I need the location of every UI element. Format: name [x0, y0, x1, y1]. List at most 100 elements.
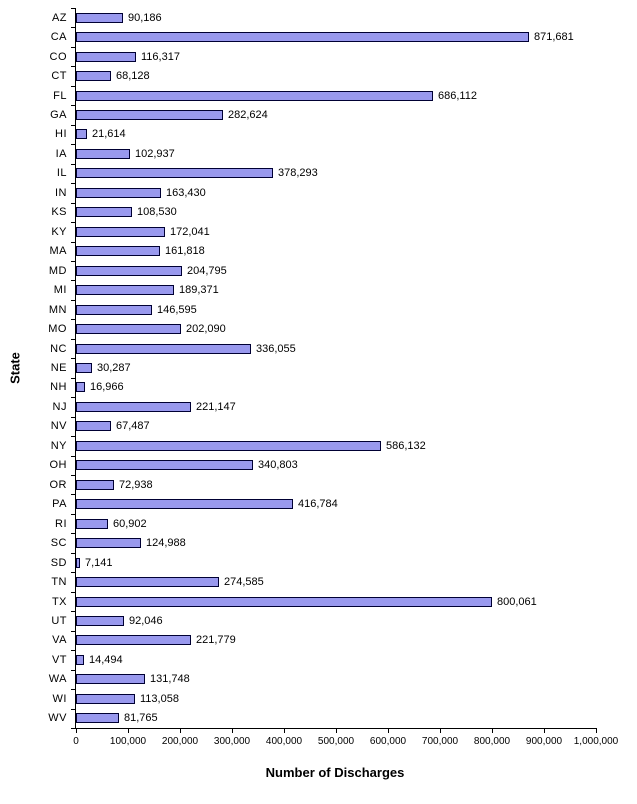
x-axis-tick: [440, 728, 441, 733]
value-label: 116,317: [141, 51, 180, 63]
bar: [76, 499, 293, 509]
state-label: TX: [51, 596, 67, 608]
state-label: WV: [48, 712, 67, 724]
value-label: 67,487: [116, 420, 150, 432]
y-axis-tick: [71, 728, 76, 729]
value-label: 686,112: [438, 90, 477, 102]
bar: [76, 129, 87, 139]
state-label: RI: [55, 518, 67, 530]
state-label: PA: [52, 498, 67, 510]
state-label: OR: [49, 479, 67, 491]
y-axis-tick: [71, 144, 76, 145]
state-label: MI: [53, 284, 67, 296]
bar: [76, 168, 273, 178]
value-label: 72,938: [119, 479, 153, 491]
state-label: OH: [49, 459, 67, 471]
y-axis-tick: [71, 164, 76, 165]
bar: [76, 188, 161, 198]
bar: [76, 52, 136, 62]
y-axis-tick: [71, 436, 76, 437]
x-axis-tick-label: 500,000: [317, 736, 355, 747]
bar: [76, 71, 111, 81]
y-axis-tick: [71, 397, 76, 398]
x-axis-tick: [492, 728, 493, 733]
bar: [76, 597, 492, 607]
state-label: GA: [50, 109, 67, 121]
bar: [76, 577, 219, 587]
y-axis-tick: [71, 280, 76, 281]
state-label: KS: [51, 206, 67, 218]
y-axis-tick: [71, 456, 76, 457]
bar: [76, 207, 132, 217]
y-axis-tick: [71, 319, 76, 320]
y-axis-tick: [71, 553, 76, 554]
bar: [76, 246, 160, 256]
bar: [76, 382, 85, 392]
y-axis-tick: [71, 183, 76, 184]
x-axis-tick: [128, 728, 129, 733]
state-label: IL: [56, 167, 67, 179]
x-axis-tick-label: 700,000: [421, 736, 459, 747]
y-axis-tick: [71, 261, 76, 262]
value-label: 124,988: [146, 537, 186, 549]
bar: [76, 91, 433, 101]
y-axis-title: State: [7, 352, 23, 384]
y-axis-tick: [71, 611, 76, 612]
bar: [76, 694, 135, 704]
y-axis-tick: [71, 475, 76, 476]
bar: [76, 285, 174, 295]
value-label: 189,371: [179, 284, 219, 296]
value-label: 21,614: [92, 128, 126, 140]
y-axis-tick: [71, 709, 76, 710]
y-axis-tick: [71, 47, 76, 48]
value-label: 340,803: [258, 459, 298, 471]
plot-area: AZ 90,186 CA 871,681 CO 116,317 CT 68,128 FL 686,…: [48, 8, 618, 747]
state-label: NH: [50, 381, 67, 393]
value-label: 221,779: [196, 634, 236, 646]
value-label: 81,765: [124, 712, 158, 724]
state-label: NV: [50, 420, 67, 432]
bar: [76, 32, 529, 42]
value-label: 60,902: [113, 518, 147, 530]
bar: [76, 674, 145, 684]
value-label: 90,186: [128, 12, 162, 24]
y-axis-tick: [71, 105, 76, 106]
value-label: 102,937: [135, 148, 175, 160]
state-label: IN: [55, 187, 67, 199]
y-axis-tick: [71, 125, 76, 126]
value-label: 108,530: [137, 206, 177, 218]
state-label: TN: [51, 576, 67, 588]
value-label: 172,041: [170, 226, 210, 238]
value-label: 378,293: [278, 167, 318, 179]
bar: [76, 363, 92, 373]
value-label: 68,128: [116, 70, 150, 82]
x-axis-tick: [232, 728, 233, 733]
value-label: 161,818: [165, 245, 205, 257]
bar: [76, 655, 84, 665]
state-label: VT: [51, 654, 67, 666]
state-label: WA: [48, 673, 67, 685]
x-axis-tick: [596, 728, 597, 733]
x-axis-title: Number of Discharges: [265, 765, 405, 780]
state-label: NC: [50, 343, 67, 355]
y-axis-tick: [71, 222, 76, 223]
bar: [76, 616, 124, 626]
bar: [76, 460, 253, 470]
y-axis-tick: [71, 670, 76, 671]
state-label: HI: [55, 128, 67, 140]
bar: [76, 110, 223, 120]
value-label: 113,058: [140, 693, 179, 705]
x-axis-tick-label: 100,000: [109, 736, 147, 747]
state-label: NE: [50, 362, 67, 374]
y-axis-tick: [71, 339, 76, 340]
value-label: 204,795: [187, 265, 227, 277]
bar: [76, 558, 80, 568]
x-axis-tick-label: 0: [73, 736, 79, 747]
state-label: KY: [51, 226, 67, 238]
bar: [76, 421, 111, 431]
value-label: 7,141: [85, 557, 113, 569]
y-axis-tick: [71, 494, 76, 495]
state-label: NJ: [52, 401, 67, 413]
y-axis-tick: [71, 300, 76, 301]
